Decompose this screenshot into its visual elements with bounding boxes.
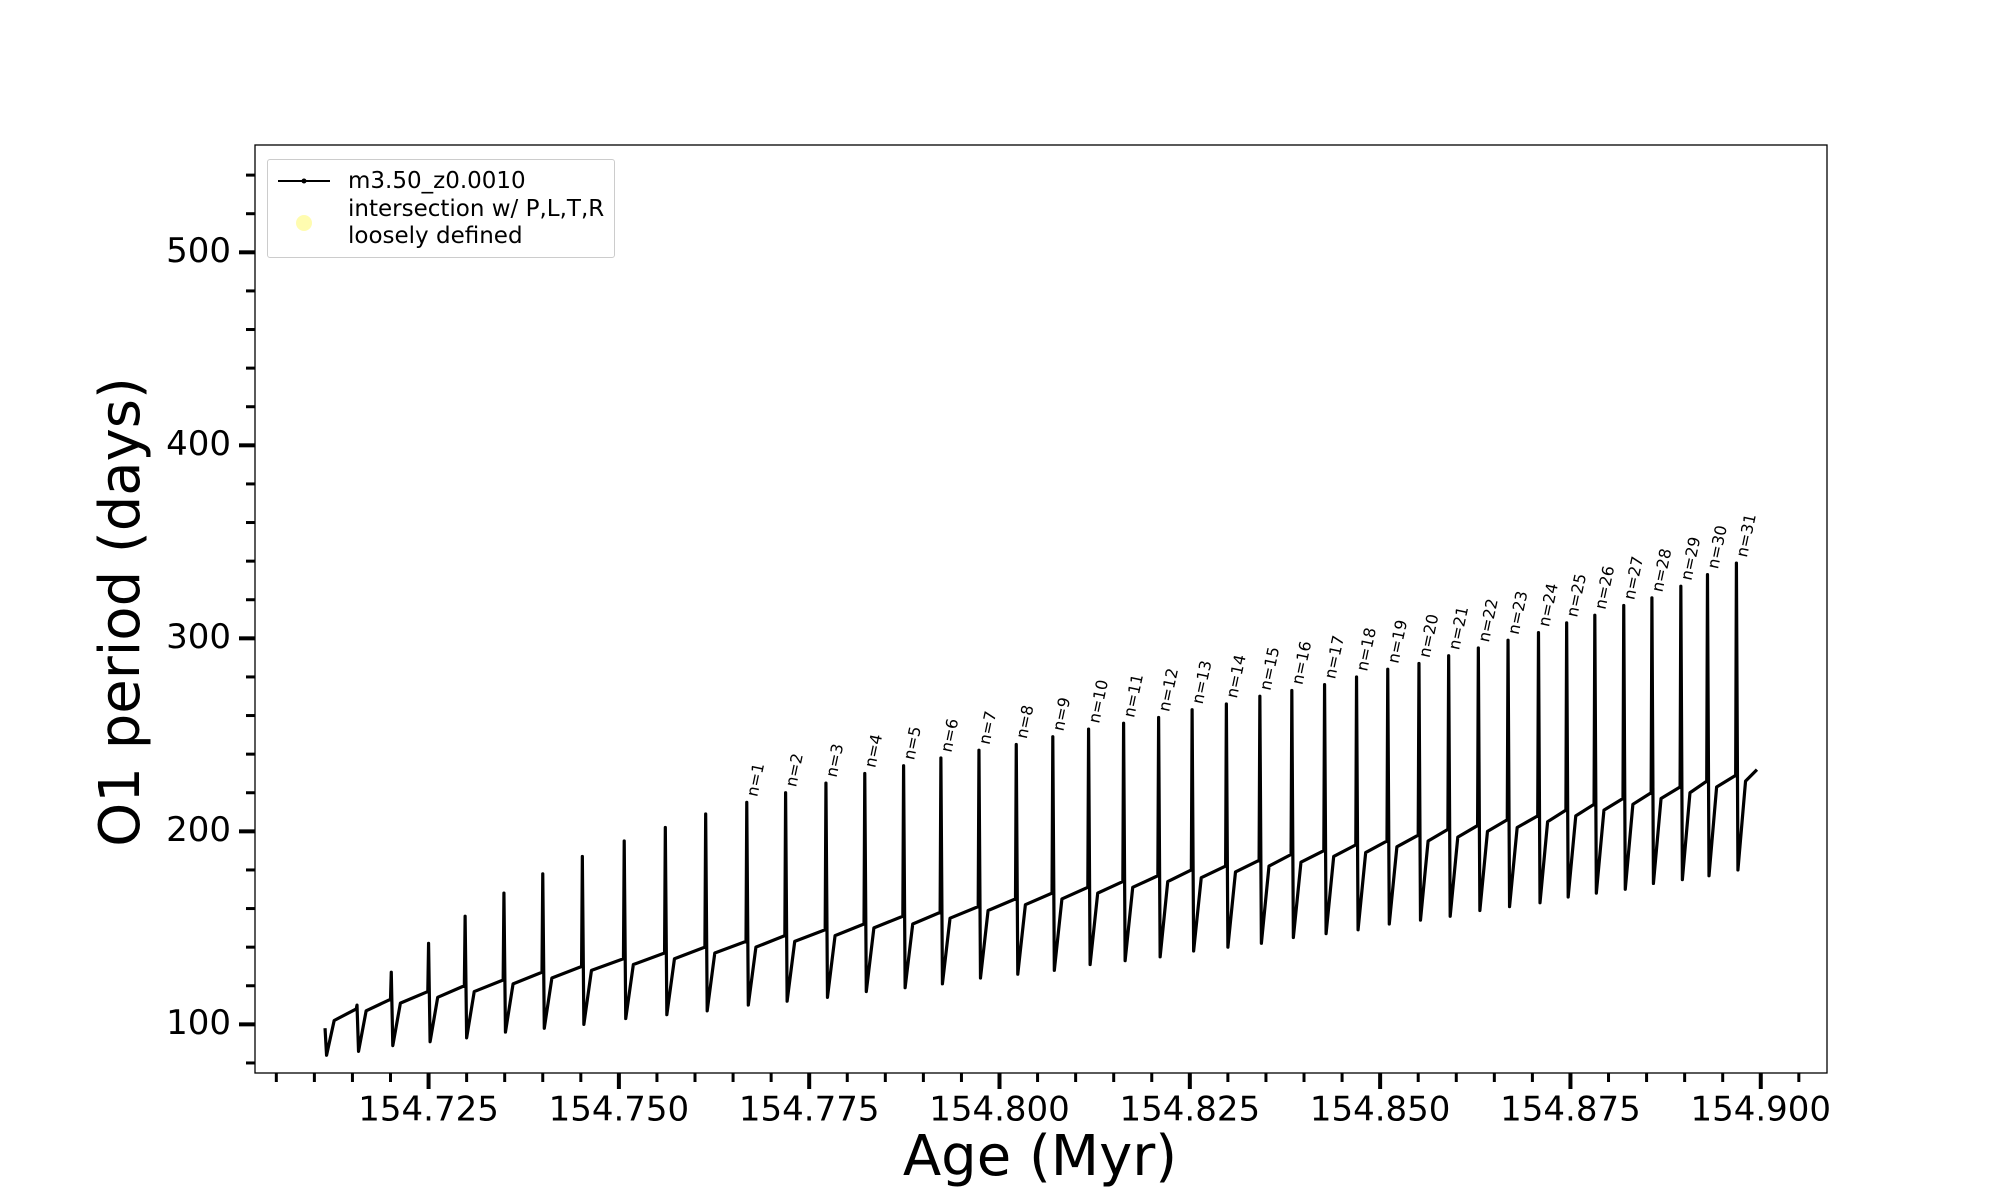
x-tick-label: 154.875 [1500,1090,1641,1130]
x-axis-label: Age (Myr) [903,1124,1177,1189]
legend-marker [301,178,307,184]
annotation: n=9 [1049,696,1075,733]
annotation: n=2 [781,752,807,789]
annotation: n=6 [937,717,963,754]
annotation: n=31 [1732,512,1760,559]
annotation: n=8 [1012,703,1038,740]
legend-entry: intersection w/ P,L,T,R loosely defined [278,196,604,249]
y-axis-label: O1 period (days) [88,377,153,847]
plot-frame [254,144,1828,1074]
annotation: n=25 [1562,572,1590,619]
x-tick-label: 154.825 [1120,1090,1261,1130]
annotation: n=12 [1154,666,1182,713]
y-tick-label: 300 [166,617,231,657]
annotation: n=21 [1444,605,1472,652]
annotation: n=15 [1256,645,1284,692]
annotation: n=10 [1084,678,1112,725]
annotation: n=27 [1619,554,1647,601]
annotation: n=4 [860,732,886,769]
x-tick-label: 154.775 [739,1090,880,1130]
legend-swatch [296,214,312,231]
annotation: n=19 [1383,618,1411,665]
annotation: n=16 [1288,639,1316,686]
legend: m3.50_z0.0010 intersection w/ P,L,T,R loo… [267,159,616,259]
x-tick-label: 154.900 [1690,1090,1831,1130]
legend-swatch [278,178,330,184]
x-tick-label: 154.725 [358,1090,499,1130]
annotation: n=26 [1591,564,1619,611]
annotation: n=17 [1320,634,1348,681]
annotation: n=18 [1352,626,1380,673]
y-tick-label: 100 [166,1003,231,1043]
y-tick-label: 200 [166,810,231,850]
annotation: n=3 [822,742,848,779]
series-line [323,561,1759,1057]
annotation: n=7 [975,709,1001,746]
annotation: n=20 [1415,612,1443,659]
annotation: n=5 [899,725,925,762]
x-tick-label: 154.750 [549,1090,690,1130]
legend-label: intersection w/ P,L,T,R loosely defined [348,196,605,249]
annotation: n=30 [1703,524,1731,571]
legend-marker [296,214,312,231]
legend-label: m3.50_z0.0010 [348,168,526,194]
x-tick-label: 154.850 [1310,1090,1451,1130]
annotation: n=11 [1119,672,1147,719]
y-tick-label: 400 [166,424,231,464]
annotation: n=22 [1474,597,1502,644]
annotation: n=1 [743,761,769,798]
annotation: n=23 [1504,589,1532,636]
y-tick-label: 500 [166,231,231,271]
annotation: n=28 [1648,547,1676,594]
annotation: n=24 [1534,581,1562,628]
annotation: n=13 [1188,659,1216,706]
legend-entry: m3.50_z0.0010 [278,168,604,194]
annotation: n=14 [1222,653,1250,700]
annotation: n=29 [1677,535,1705,582]
x-tick-label: 154.800 [929,1090,1070,1130]
